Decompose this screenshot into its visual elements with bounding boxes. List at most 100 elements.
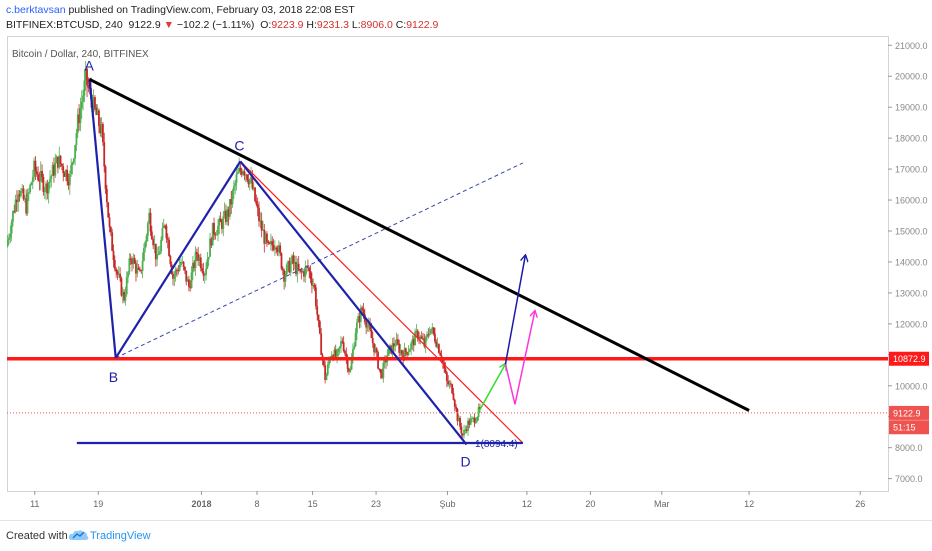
candle-body [50, 175, 53, 180]
candle-body [137, 267, 140, 270]
candle-body [259, 220, 262, 222]
candle-body [325, 374, 328, 380]
candle-body [260, 220, 263, 231]
candle-body [34, 160, 37, 172]
candle-body [422, 338, 424, 340]
candle-body [19, 190, 22, 197]
candle-body [438, 344, 440, 353]
candle-body [217, 225, 219, 235]
candle-body [344, 351, 346, 354]
candle-body [60, 164, 63, 167]
candle-body [187, 279, 190, 287]
y-tick-label: 12000.0 [895, 319, 928, 329]
candle-body [416, 330, 419, 339]
y-tick-label: 15000.0 [895, 227, 928, 237]
candle-body [441, 359, 444, 363]
x-tick-label: 20 [585, 499, 595, 509]
candle-body [149, 212, 152, 232]
candle-body [194, 252, 197, 269]
candle-body [399, 350, 402, 353]
price-chart-svg[interactable]: 21000.0 20000.0 19000.0 18000.0 17000.0 16000… [6, 36, 932, 520]
candle-body [359, 307, 362, 322]
candle-body [406, 352, 409, 355]
candle-body [263, 229, 266, 244]
candle-body [209, 238, 211, 257]
candle-body [256, 204, 259, 208]
tradingview-brand[interactable]: TradingView [90, 530, 151, 542]
y-tick-label: 16000.0 [895, 196, 928, 206]
candle-body [146, 222, 149, 236]
candle-body [346, 357, 349, 369]
candle-body [195, 252, 198, 254]
candle-body [182, 261, 185, 267]
candle-body [309, 271, 312, 279]
candle-body [205, 268, 207, 275]
candle-body [87, 85, 90, 88]
chart-area[interactable]: 21000.0 20000.0 19000.0 18000.0 17000.0 16000… [6, 36, 932, 520]
candle-body [283, 270, 286, 282]
candle-body [369, 323, 372, 330]
candle-body [355, 322, 358, 334]
candle-body [17, 194, 20, 203]
wave-segment [88, 79, 117, 359]
candle-body [111, 232, 114, 251]
candle-body [165, 225, 168, 239]
candle-body [348, 368, 350, 372]
candle-body [275, 247, 278, 249]
candle-body [210, 238, 213, 246]
candle-body [59, 155, 62, 165]
candle-body [240, 171, 243, 175]
candle-body [403, 348, 406, 361]
footer: Created with TradingView [0, 520, 932, 551]
candle-body [25, 198, 28, 214]
candle-body [33, 160, 36, 177]
candle-body [391, 343, 394, 354]
candle-body [326, 364, 329, 375]
candle-body [22, 188, 25, 200]
x-tick-label: 11 [30, 499, 39, 509]
candle-body [292, 255, 295, 264]
candle-body [104, 166, 107, 189]
candle-body [57, 156, 59, 168]
open-label: O: [260, 19, 272, 31]
candle-body [334, 349, 337, 357]
candle-body [9, 233, 12, 238]
candle-body [418, 338, 420, 340]
x-tick-label: Şub [439, 499, 455, 509]
author-link[interactable]: c.berktavsan [6, 4, 66, 16]
candle-body [258, 207, 260, 222]
candle-body [176, 269, 178, 271]
candle-body [252, 187, 255, 189]
candle-body [431, 327, 434, 329]
candle-body [381, 373, 383, 378]
candle-body [342, 342, 345, 352]
candle-body [336, 351, 338, 357]
candle-body [157, 254, 160, 256]
created-with-text: Created with [6, 530, 68, 542]
candle-body [78, 114, 80, 124]
candle-body [215, 234, 218, 236]
candle-body [63, 173, 66, 177]
candle-body [281, 268, 284, 271]
candle-body [109, 227, 112, 233]
candle-body [243, 171, 246, 176]
candle-body [79, 108, 82, 124]
candle-body [410, 343, 413, 350]
chart-title: Bitcoin / Dollar, 240, BITFINEX [12, 49, 149, 60]
candle-body [37, 174, 39, 181]
candle-body [125, 277, 128, 295]
red-diagonal-line [239, 160, 524, 444]
candle-body [452, 393, 455, 400]
candle-body [341, 341, 344, 343]
candle-body [393, 343, 395, 347]
candle-body [250, 176, 252, 180]
candle-body [166, 238, 169, 240]
candle-body [321, 354, 324, 359]
candle-body [350, 359, 353, 370]
candle-body [108, 217, 111, 228]
candle-body [203, 274, 206, 276]
change-value: −102.2 (−1.11%) [176, 19, 255, 31]
candle-body [407, 351, 410, 355]
candle-body [94, 97, 96, 108]
candle-body [444, 368, 447, 373]
